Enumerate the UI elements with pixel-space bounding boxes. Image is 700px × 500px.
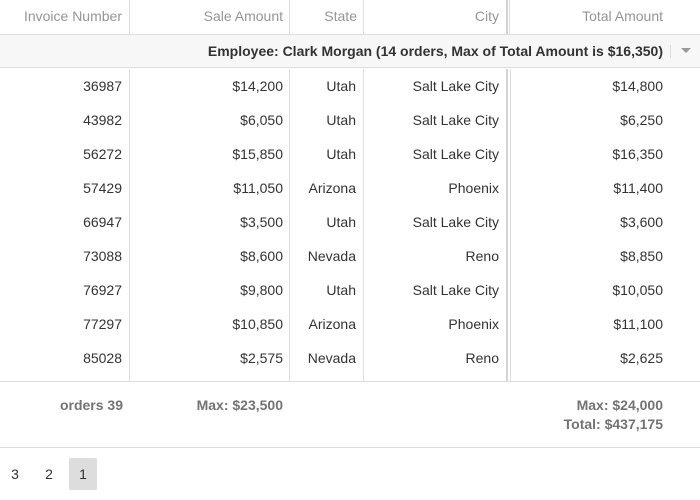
- cell-city: Reno: [465, 248, 499, 264]
- group-row[interactable]: Employee: Clark Morgan (14 orders, Max o…: [0, 35, 700, 68]
- cell-total-amount: $10,050: [612, 282, 663, 298]
- cell-state: Arizona: [308, 316, 356, 332]
- cell-sale-amount: $14,200: [232, 78, 283, 94]
- summary-orders-count: orders 39: [59, 397, 123, 413]
- column-divider: [510, 69, 511, 381]
- cell-total-amount: $16,350: [612, 146, 663, 162]
- cell-city: Salt Lake City: [412, 282, 499, 298]
- cell-sale-amount: $2,575: [240, 350, 283, 366]
- chevron-down-icon[interactable]: [681, 48, 691, 53]
- cell-invoice-number: 56272: [83, 146, 122, 162]
- fixed-column-divider: [506, 69, 508, 381]
- cell-sale-amount: $3,500: [240, 214, 283, 230]
- column-divider: [289, 69, 290, 381]
- cell-total-amount: $14,800: [612, 78, 663, 94]
- cell-sale-amount: $9,800: [240, 282, 283, 298]
- cell-total-amount: $2,625: [620, 350, 663, 366]
- cell-invoice-number: 57429: [83, 180, 122, 196]
- cell-total-amount: $11,400: [613, 180, 663, 196]
- group-label: Employee: Clark Morgan (14 orders, Max o…: [207, 43, 663, 59]
- grid-header: Invoice Number Sale Amount State City To…: [0, 0, 700, 35]
- cell-state: Nevada: [307, 248, 356, 264]
- table-row[interactable]: 77297 $10,850 Arizona Phoenix $11,100: [0, 307, 700, 341]
- cell-city: Salt Lake City: [412, 112, 499, 128]
- cell-state: Arizona: [308, 180, 356, 196]
- column-divider: [129, 69, 130, 381]
- cell-city: Salt Lake City: [412, 78, 499, 94]
- cell-city: Salt Lake City: [412, 146, 499, 162]
- table-row[interactable]: 85028 $2,575 Nevada Reno $2,625: [0, 341, 700, 375]
- cell-sale-amount: $15,850: [232, 146, 283, 162]
- table-row[interactable]: 43982 $6,050 Utah Salt Lake City $6,250: [0, 103, 700, 137]
- cell-state: Utah: [326, 282, 356, 298]
- column-divider: [363, 0, 364, 34]
- cell-sale-amount: $11,050: [233, 180, 283, 196]
- page-button[interactable]: 2: [45, 466, 53, 482]
- page-button[interactable]: 3: [11, 466, 19, 482]
- table-row[interactable]: 36987 $14,200 Utah Salt Lake City $14,80…: [0, 69, 700, 103]
- cell-city: Phoenix: [448, 316, 499, 332]
- page-button-active[interactable]: 1: [69, 458, 97, 490]
- column-header-total-amount[interactable]: Total Amount: [582, 8, 663, 24]
- cell-invoice-number: 76927: [83, 282, 122, 298]
- column-header-invoice-number[interactable]: Invoice Number: [23, 8, 122, 24]
- column-header-state[interactable]: State: [324, 8, 357, 24]
- table-row[interactable]: 56272 $15,850 Utah Salt Lake City $16,35…: [0, 137, 700, 171]
- cell-invoice-number: 85028: [83, 350, 122, 366]
- table-row[interactable]: 76927 $9,800 Utah Salt Lake City $10,050: [0, 273, 700, 307]
- cell-total-amount: $3,600: [620, 214, 663, 230]
- cell-state: Utah: [326, 78, 356, 94]
- cell-invoice-number: 36987: [83, 78, 122, 94]
- cell-invoice-number: 66947: [83, 214, 122, 230]
- column-header-sale-amount[interactable]: Sale Amount: [203, 8, 283, 24]
- cell-state: Utah: [326, 146, 356, 162]
- column-divider: [509, 0, 510, 34]
- cell-invoice-number: 73088: [83, 248, 122, 264]
- cell-state: Nevada: [307, 350, 356, 366]
- table-row[interactable]: 73088 $8,600 Nevada Reno $8,850: [0, 239, 700, 273]
- column-header-city[interactable]: City: [474, 8, 499, 24]
- cell-sale-amount: $6,050: [240, 112, 283, 128]
- cell-sale-amount: $10,850: [232, 316, 283, 332]
- cell-invoice-number: 43982: [83, 112, 122, 128]
- cell-city: Salt Lake City: [412, 214, 499, 230]
- cell-total-amount: $6,250: [620, 112, 663, 128]
- cell-total-amount: $8,850: [620, 248, 663, 264]
- table-row[interactable]: 66947 $3,500 Utah Salt Lake City $3,600: [0, 205, 700, 239]
- column-divider: [289, 0, 290, 34]
- table-row[interactable]: 57429 $11,050 Arizona Phoenix $11,400: [0, 171, 700, 205]
- fixed-column-divider: [506, 0, 508, 34]
- cell-sale-amount: $8,600: [240, 248, 283, 264]
- cell-city: Reno: [465, 350, 499, 366]
- cell-total-amount: $11,100: [613, 316, 663, 332]
- total-summary: orders 39 Max: $23,500 Max: $24,000 Tota…: [0, 381, 700, 448]
- summary-total-max: Max: $24,000: [576, 397, 663, 413]
- cell-state: Utah: [326, 214, 356, 230]
- summary-sale-max: Max: $23,500: [196, 397, 283, 413]
- column-divider: [129, 0, 130, 34]
- cell-state: Utah: [326, 112, 356, 128]
- column-divider: [363, 69, 364, 381]
- cell-city: Phoenix: [448, 180, 499, 196]
- summary-total-sum: Total: $437,175: [563, 416, 663, 432]
- group-divider: [670, 45, 671, 58]
- cell-invoice-number: 77297: [83, 316, 122, 332]
